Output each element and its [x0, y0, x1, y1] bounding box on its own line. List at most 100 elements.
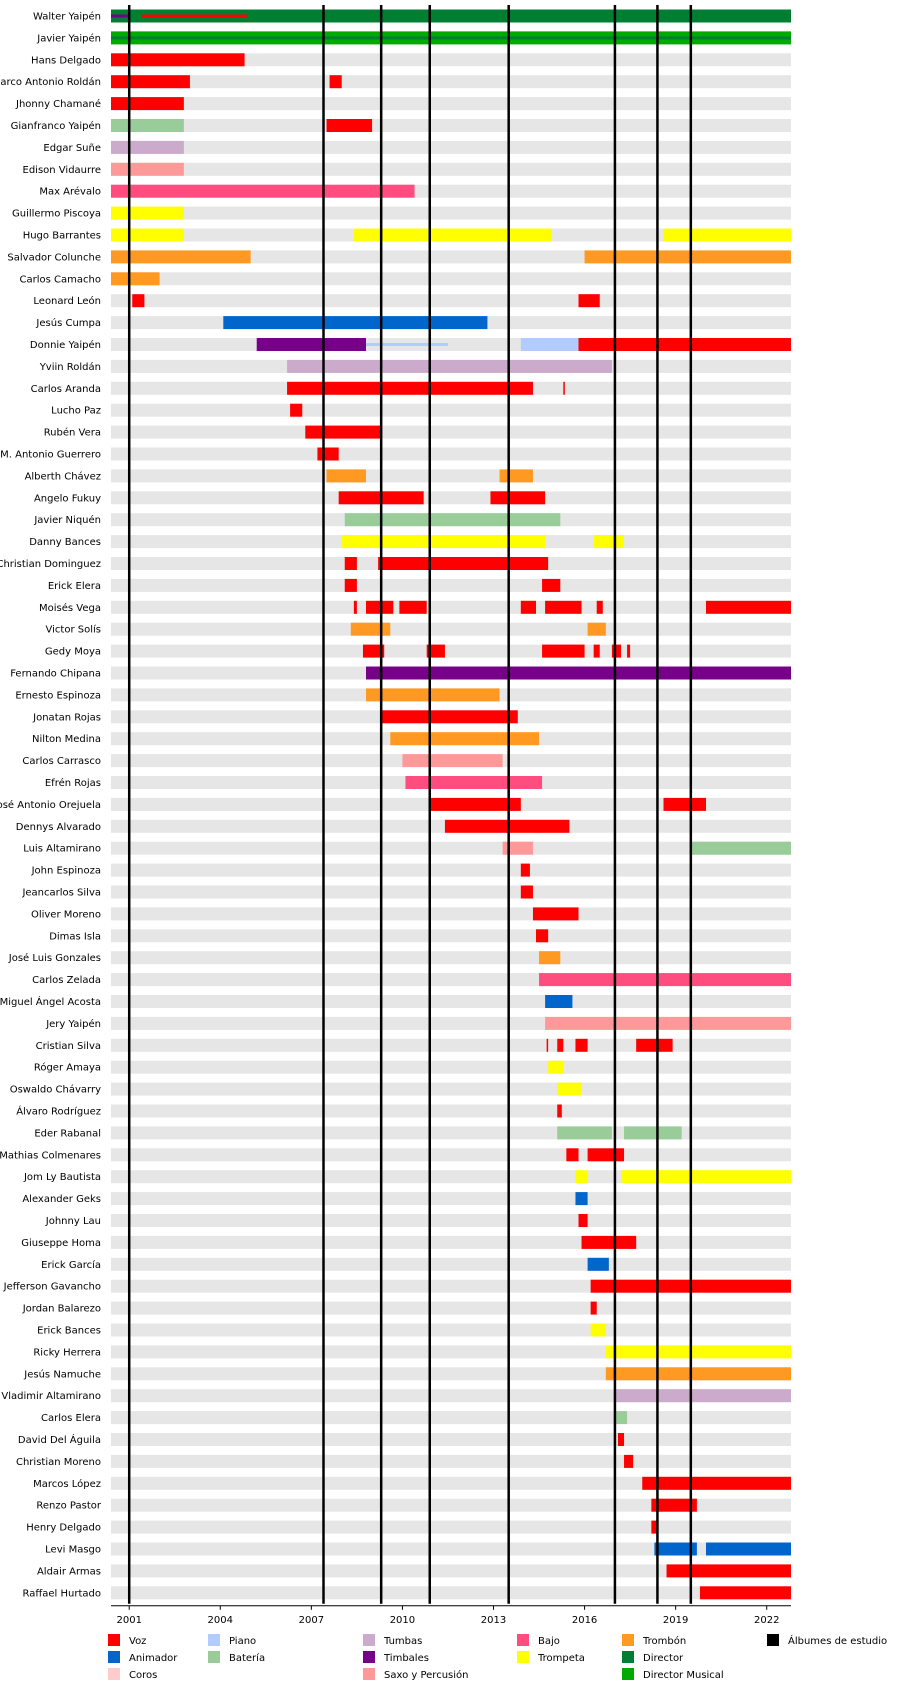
member-row-johnny-lau: Johnny Lau [45, 1214, 791, 1227]
legend-label: Animador [129, 1653, 178, 1664]
legend-item-tumbas: Tumbas [363, 1634, 422, 1647]
role-bar-tumbas [287, 359, 612, 373]
member-row-christian-moreno: Christian Moreno [16, 1454, 791, 1468]
role-bar-voz [520, 863, 530, 877]
row-background [111, 995, 791, 1008]
role-bar-voz [287, 381, 533, 395]
member-name: Eder Rabanal [34, 1128, 101, 1139]
member-name: Mathias Colmenares [0, 1150, 101, 1161]
legend-swatch [108, 1634, 120, 1646]
member-name: José Antonio Orejuela [0, 799, 101, 811]
member-name: Aldair Armas [37, 1566, 101, 1577]
role-bar-voz [141, 14, 248, 18]
member-row-max-arevalo: Max Arévalo [39, 184, 791, 198]
member-name: Guillermo Piscoya [12, 209, 101, 220]
member-name: Jesús Namuche [23, 1368, 101, 1380]
role-bar-saxo [111, 162, 184, 176]
legend-swatch [622, 1651, 634, 1663]
row-background [111, 644, 791, 658]
member-name: Jonatan Rojas [32, 712, 101, 723]
role-bar-piano [366, 343, 448, 346]
row-background [111, 1126, 791, 1140]
role-bar-voz [290, 403, 303, 417]
role-bar-trompeta [663, 228, 791, 242]
row-background [111, 600, 791, 614]
member-name: Rubén Vera [44, 427, 101, 439]
member-name: Javier Yaipén [36, 32, 101, 44]
legend-label: Piano [229, 1636, 256, 1647]
member-name: Lucho Paz [51, 406, 101, 417]
role-bar-animador [654, 1542, 697, 1556]
member-row-renzo-pastor: Renzo Pastor [36, 1498, 791, 1512]
legend-swatch [208, 1651, 220, 1663]
member-row-hans-delgado: Hans Delgado [31, 53, 791, 67]
member-row-walter-yaipen: Walter Yaipén [33, 9, 791, 23]
role-bar-voz [344, 557, 357, 570]
role-bar-voz [305, 425, 382, 439]
member-row-ruben-vera: Rubén Vera [44, 425, 791, 439]
member-row-nilton-medina: Nilton Medina [32, 732, 791, 746]
row-background [111, 1520, 791, 1534]
legend-swatch [363, 1668, 375, 1680]
role-bar-voz [578, 338, 791, 351]
member-name: Erick Bances [37, 1326, 101, 1337]
role-bar-trompeta [353, 228, 552, 242]
row-background [111, 1498, 791, 1512]
member-name: Jom Ly Bautista [23, 1172, 101, 1183]
legend-swatch [363, 1651, 375, 1663]
member-row-cristian-silva: Cristian Silva [36, 1038, 791, 1052]
member-row-angelo-fukuy: Angelo Fukuy [34, 491, 791, 505]
member-row-jonatan-rojas: Jonatan Rojas [32, 710, 791, 724]
role-bar-voz [557, 1104, 562, 1118]
row-background [111, 1433, 791, 1446]
member-name: Marcos López [33, 1478, 101, 1490]
role-bar-voz [111, 53, 245, 67]
row-background [111, 119, 791, 132]
role-bar-voz [578, 1214, 588, 1227]
legend-swatch [108, 1651, 120, 1663]
member-row-fernando-chipana: Fernando Chipana [10, 666, 791, 680]
row-background [111, 1476, 791, 1490]
row-background [111, 1148, 791, 1162]
legend-swatch [622, 1634, 634, 1646]
row-background [111, 75, 791, 89]
role-bar-bateria [344, 513, 561, 527]
member-name: Donnie Yaipén [30, 339, 101, 351]
role-bar-voz [563, 381, 565, 395]
member-name: Max Arévalo [39, 186, 101, 198]
member-row-john-espinoza: John Espinoza [31, 863, 791, 877]
legend-swatch [363, 1634, 375, 1646]
legend-label: Saxo y Percusión [384, 1669, 468, 1681]
role-bar-bateria [624, 1126, 682, 1140]
role-bar-trombon [326, 469, 366, 483]
member-row-javier-niquen: Javier Niquén [33, 513, 791, 527]
row-background [111, 425, 791, 439]
role-bar-voz [366, 600, 394, 614]
legend-label: Director [643, 1653, 684, 1664]
row-background [111, 491, 791, 505]
member-name: Luis Altamirano [23, 844, 101, 855]
member-row-eder-rabanal: Eder Rabanal [34, 1126, 791, 1140]
member-rows: Walter Yaipén Javier Yaipén Hans Delgado Ma… [0, 9, 791, 1600]
member-row-jose-antonio-orejuela: José Antonio Orejuela [0, 797, 791, 811]
x-tick-label: 2001 [116, 1615, 141, 1626]
row-background [111, 206, 791, 220]
role-bar-trompeta [575, 1170, 588, 1184]
x-tick-label: 2004 [208, 1615, 233, 1626]
member-name: Vladimir Altamirano [1, 1391, 101, 1402]
row-background [111, 1214, 791, 1227]
role-bar-animador [587, 1257, 609, 1271]
member-row-miguel-angel-acosta: Miguel Ángel Acosta [0, 995, 791, 1008]
x-tick-label: 2013 [481, 1615, 506, 1626]
role-bar-voz [578, 294, 600, 308]
legend-item-directormusical: Director Musical [622, 1668, 724, 1681]
member-name: Johnny Lau [45, 1216, 101, 1227]
role-bar-voz [542, 644, 585, 658]
member-row-jesus-namuche: Jesús Namuche [23, 1367, 791, 1381]
role-bar-voz [344, 578, 357, 592]
member-name: Miguel Ángel Acosta [0, 995, 101, 1008]
legend-label: Voz [129, 1636, 146, 1647]
legend-label: Director Musical [643, 1670, 724, 1681]
member-name: Giuseppe Homa [21, 1238, 101, 1249]
